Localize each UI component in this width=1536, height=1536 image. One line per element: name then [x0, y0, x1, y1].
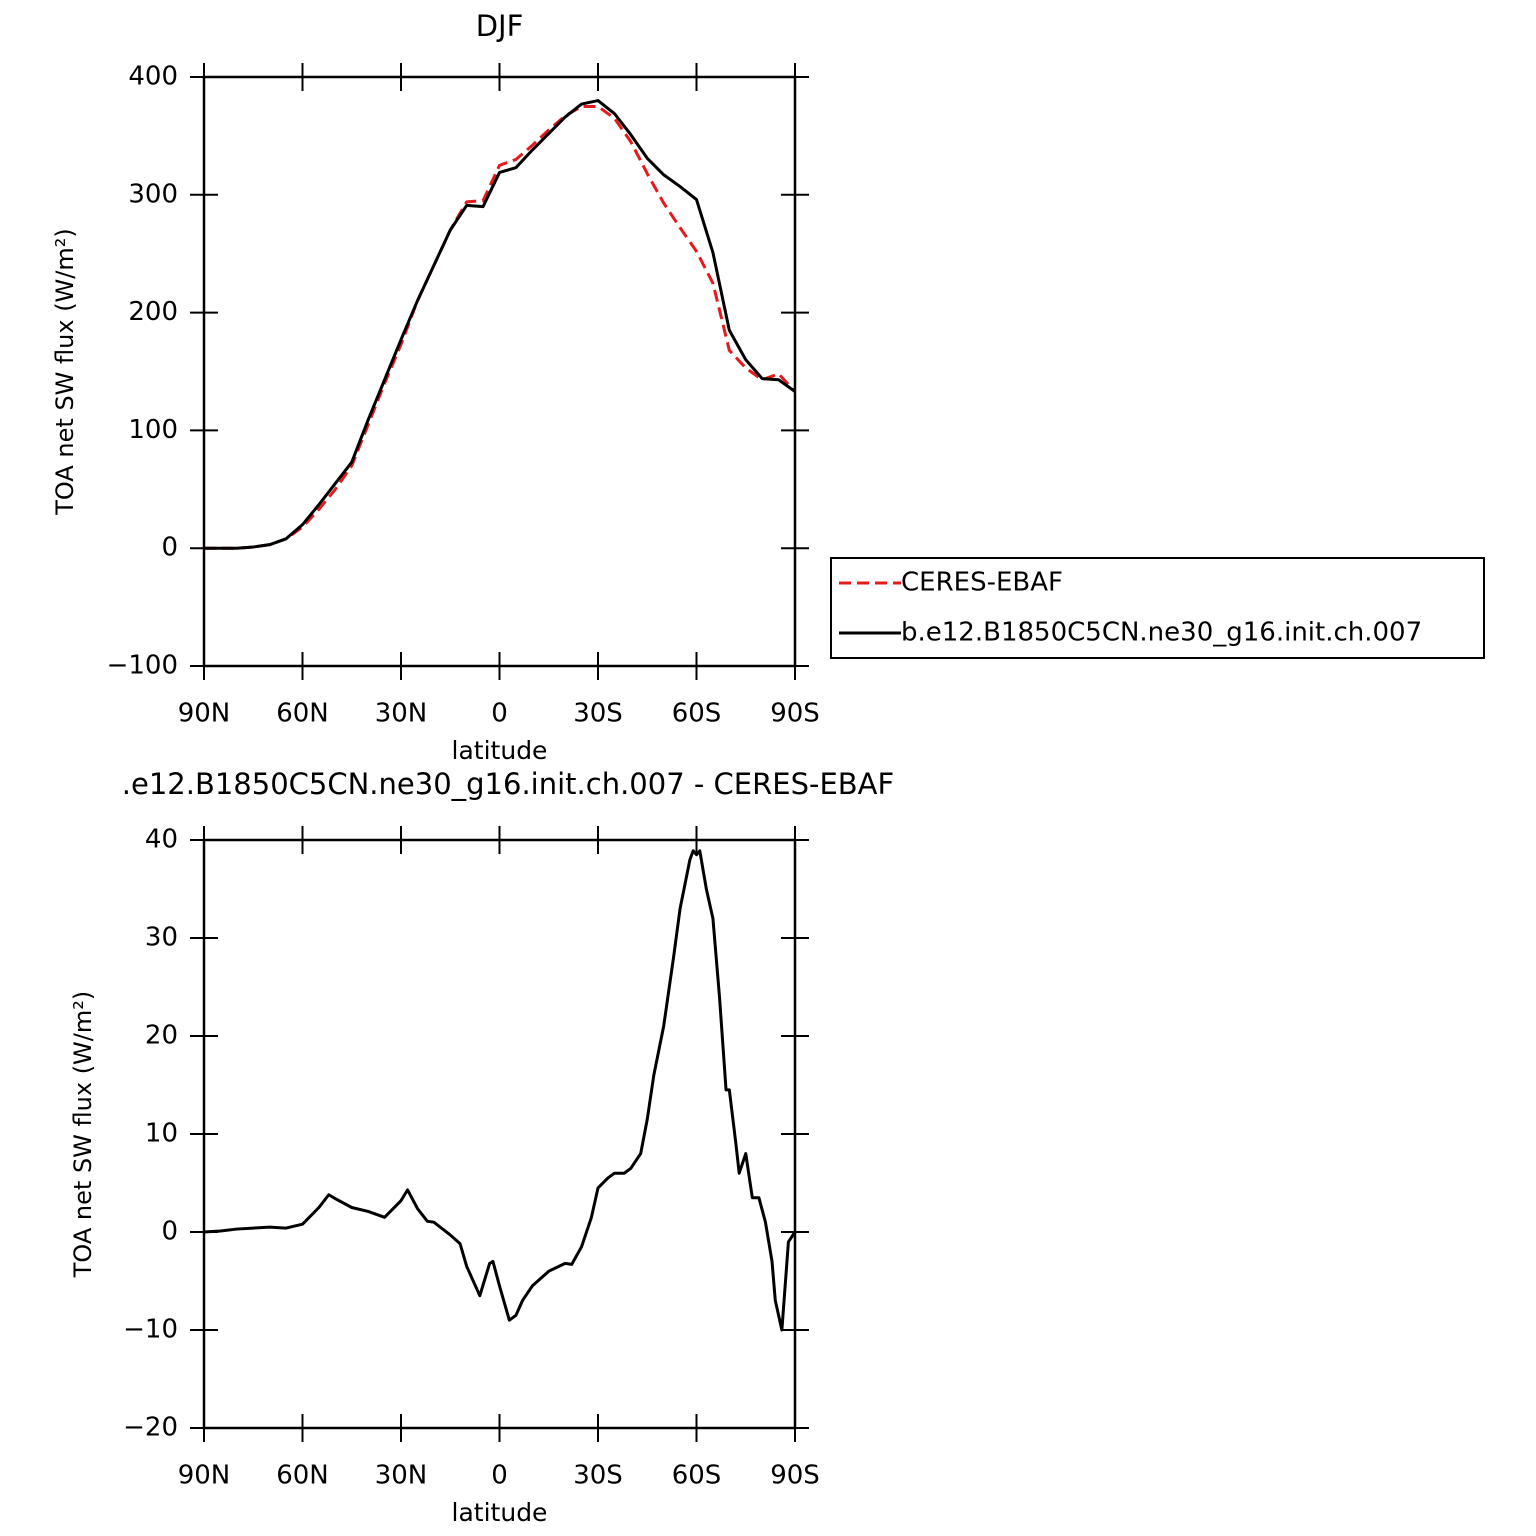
y-tick-label: 0	[161, 1217, 178, 1247]
y-tick-label: −100	[107, 651, 178, 681]
x-tick-label: 30S	[573, 699, 623, 729]
x-tick-label: 90N	[178, 699, 231, 729]
x-tick-label: 0	[491, 1461, 508, 1491]
x-tick-label: 60N	[276, 1461, 329, 1491]
legend-label: CERES-EBAF	[901, 568, 1063, 598]
x-tick-label: 30N	[375, 699, 428, 729]
x-tick-label: 60S	[672, 1461, 722, 1491]
x-tick-label: 60S	[672, 699, 722, 729]
data-line	[204, 104, 797, 550]
y-tick-label: 0	[161, 533, 178, 563]
x-tick-label: 90S	[770, 699, 820, 729]
x-tick-label: 90S	[770, 1461, 820, 1491]
data-line	[204, 99, 796, 550]
y-tick-label: 10	[145, 1119, 178, 1149]
legend: CERES-EBAF b.e12.B1850C5CN.ne30_g16.init.…	[830, 557, 1485, 659]
x-axis-label: latitude	[452, 736, 548, 765]
plot-frame	[202, 838, 797, 1430]
x-tick-label: 30S	[573, 1461, 623, 1491]
y-axis-label: TOA net SW flux (W/m²)	[51, 228, 79, 516]
y-tick-label: 400	[128, 62, 178, 92]
x-tick-label: 30N	[375, 1461, 428, 1491]
x-axis-label: latitude	[452, 1498, 548, 1527]
legend-box	[830, 557, 1485, 659]
y-tick-label: 100	[128, 415, 178, 445]
y-tick-label: −20	[123, 1413, 178, 1443]
y-tick-label: 40	[145, 825, 178, 855]
legend-label: b.e12.B1850C5CN.ne30_g16.init.ch.007	[901, 618, 1422, 648]
x-tick-label: 90N	[178, 1461, 231, 1491]
y-tick-label: −10	[123, 1315, 178, 1345]
chart-title: DJF	[476, 9, 524, 43]
y-tick-label: 200	[128, 297, 178, 327]
y-tick-label: 300	[128, 179, 178, 209]
x-tick-label: 60N	[276, 699, 329, 729]
chart-title: .e12.B1850C5CN.ne30_g16.init.ch.007 - CE…	[122, 767, 894, 801]
y-tick-label: 30	[145, 923, 178, 953]
x-tick-label: 0	[491, 699, 508, 729]
y-axis-label: TOA net SW flux (W/m²)	[69, 991, 97, 1279]
y-tick-label: 20	[145, 1021, 178, 1051]
data-line	[203, 849, 797, 1332]
